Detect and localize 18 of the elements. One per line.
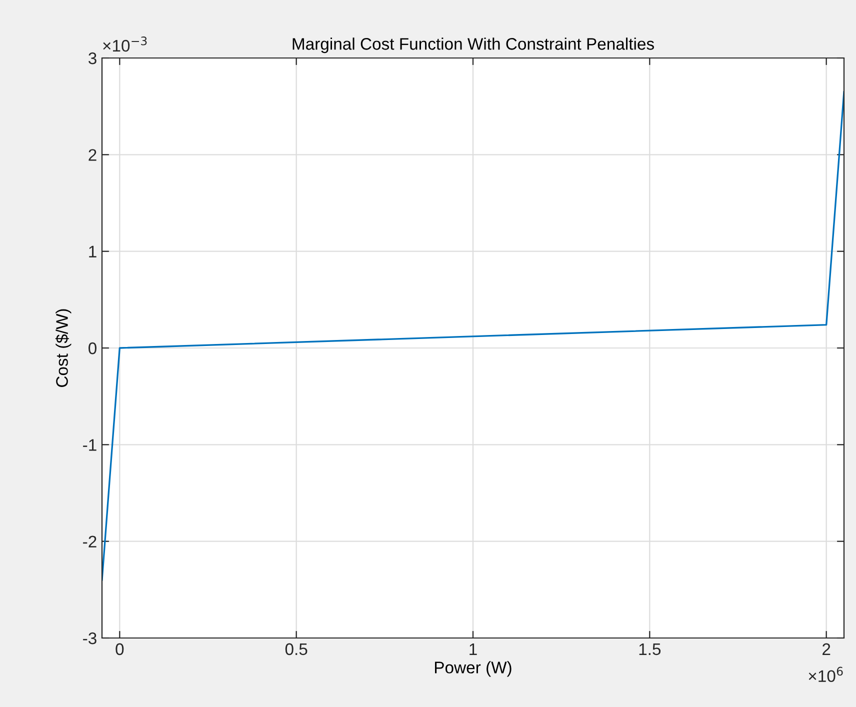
x-tick-label: 1.5 [639, 643, 661, 656]
chart-title: Marginal Cost Function With Constraint Penalties [292, 38, 654, 54]
x-tick-label: 1 [470, 643, 477, 655]
y-tick-label: -1 [83, 439, 96, 451]
x-tick-label: 0.5 [285, 643, 308, 656]
x-tick-label: 0 [116, 643, 124, 656]
y-tick-label: 1 [89, 246, 96, 258]
x-axis-title: Power (W) [435, 661, 512, 677]
y-tick-label: 3 [88, 52, 96, 64]
text: ×10$^{−3}$ [103, 36, 147, 52]
line-series [102, 91, 844, 581]
y-tick-label: 0 [88, 342, 96, 354]
x-tick-label: 2 [822, 643, 830, 655]
text: ×10$^{6}$ [808, 666, 843, 682]
y-tick-label: -3 [83, 632, 96, 644]
y-tick-label: -2 [83, 536, 96, 548]
y-axis-title: Cost ($/W) [55, 309, 72, 387]
y-tick-label: 2 [88, 149, 96, 161]
